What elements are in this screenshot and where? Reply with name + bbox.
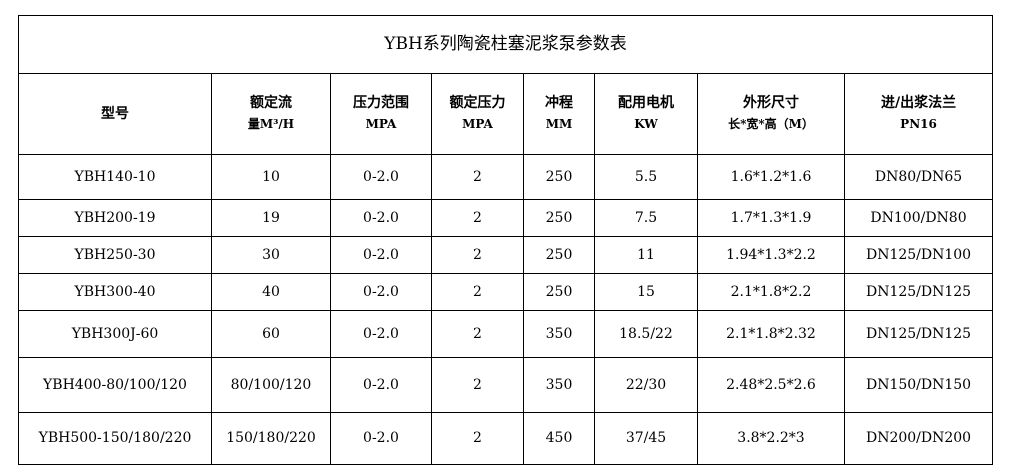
table-cell: DN125/DN125 [843, 273, 994, 311]
header-unit: MPA [462, 117, 493, 131]
table-cell: 11 [594, 236, 698, 274]
table-cell: 350 [523, 310, 595, 358]
header-label: 配用电机 [618, 95, 674, 111]
table-cell: 0-2.0 [330, 310, 432, 358]
table-cell: 3.8*2.2*3 [697, 412, 845, 465]
table-cell: 15 [594, 273, 698, 311]
table-cell: 0-2.0 [330, 357, 432, 413]
table-cell: 2.1*1.8*2.32 [697, 310, 845, 358]
table-cell: 150/180/220 [211, 412, 331, 465]
column-header: 冲程 MM [523, 73, 595, 155]
table-row: YBH300J-60 60 0-2.0 2 350 18.5/22 2.1*1.8*2.32… [18, 310, 994, 358]
table-cell: YBH300-40 [18, 273, 212, 311]
table-cell: 1.6*1.2*1.6 [697, 154, 845, 200]
header-unit: 量M³/H [247, 117, 295, 131]
table-cell: 2 [431, 273, 524, 311]
table-row: YBH400-80/100/120 80/100/120 0-2.0 2 350 22/3… [18, 357, 994, 413]
column-header: 型号 [18, 73, 212, 155]
table-cell: 2 [431, 154, 524, 200]
header-label: 额定流 [250, 95, 292, 111]
table-cell: DN80/DN65 [843, 154, 994, 200]
table-cell: 10 [211, 154, 331, 200]
table-cell: DN200/DN200 [843, 412, 994, 465]
table-row: YBH200-19 19 0-2.0 2 250 7.5 1.7*1.3*1.9 DN100/… [18, 199, 994, 237]
table-cell: 7.5 [594, 199, 698, 237]
table-row: YBH300-40 40 0-2.0 2 250 15 2.1*1.8*2.2 DN125/D… [18, 273, 994, 311]
column-header: 进/出浆法兰 PN16 [843, 73, 994, 155]
parameter-table: YBH系列陶瓷柱塞泥浆泵参数表 型号 额定流量M³/H 压力范围 MPA 额定压力 MPA… [17, 15, 994, 465]
table-cell: 0-2.0 [330, 412, 432, 465]
table-cell: 2 [431, 310, 524, 358]
header-label: 外形尺寸 [743, 95, 799, 111]
table-cell: DN100/DN80 [843, 199, 994, 237]
table-cell: 250 [523, 273, 595, 311]
header-unit: 长*宽*高（M） [728, 117, 814, 131]
table-cell: 22/30 [594, 357, 698, 413]
table-cell: YBH500-150/180/220 [18, 412, 212, 465]
header-label: 进/出浆法兰 [880, 95, 957, 111]
table-cell: 350 [523, 357, 595, 413]
header-label: 冲程 [545, 95, 573, 111]
table-row: YBH250-30 30 0-2.0 2 250 11 1.94*1.3*2.2 DN125/… [18, 236, 994, 274]
table-title: YBH系列陶瓷柱塞泥浆泵参数表 [17, 15, 994, 74]
table-cell: 0-2.0 [330, 154, 432, 200]
table-cell: YBH140-10 [18, 154, 212, 200]
table-cell: 250 [523, 236, 595, 274]
table-cell: 1.7*1.3*1.9 [697, 199, 845, 237]
table-cell: 250 [523, 199, 595, 237]
table-cell: 250 [523, 154, 595, 200]
column-header: 额定流量M³/H [211, 73, 331, 155]
column-header: 配用电机 KW [594, 73, 698, 155]
column-header: 压力范围 MPA [330, 73, 432, 155]
header-label: 型号 [101, 105, 129, 122]
table-cell: 2 [431, 199, 524, 237]
table-cell: 60 [211, 310, 331, 358]
table-row: YBH140-10 10 0-2.0 2 250 5.5 1.6*1.2*1.6 DN80/D… [18, 154, 994, 200]
table-row: YBH500-150/180/220 150/180/220 0-2.0 2 450 37… [18, 412, 994, 465]
header-unit: PN16 [900, 117, 937, 131]
header-unit: MPA [365, 117, 397, 131]
table-cell: DN125/DN125 [843, 310, 994, 358]
table-cell: YBH200-19 [18, 199, 212, 237]
header-label: 额定压力 [449, 95, 506, 111]
table-cell: YBH250-30 [18, 236, 212, 274]
table-cell: YBH300J-60 [18, 310, 212, 358]
table-cell: 2 [431, 236, 524, 274]
table-cell: 37/45 [594, 412, 698, 465]
header-label: 压力范围 [353, 95, 409, 111]
table-cell: 0-2.0 [330, 236, 432, 274]
header-row: 型号 额定流量M³/H 压力范围 MPA 额定压力 MPA 冲程 MM 配用电机 KW 外形尺寸长*… [18, 73, 994, 155]
table-cell: 0-2.0 [330, 199, 432, 237]
table-cell: 19 [211, 199, 331, 237]
table-cell: 2.48*2.5*2.6 [697, 357, 845, 413]
header-unit: KW [634, 117, 658, 131]
table-cell: 2.1*1.8*2.2 [697, 273, 845, 311]
column-header: 外形尺寸长*宽*高（M） [697, 73, 845, 155]
table-cell: 2 [431, 357, 524, 413]
table-cell: DN150/DN150 [843, 357, 994, 413]
table-cell: 1.94*1.3*2.2 [697, 236, 845, 274]
column-header: 额定压力 MPA [431, 73, 524, 155]
table-cell: 18.5/22 [594, 310, 698, 358]
table-cell: 450 [523, 412, 595, 465]
table-cell: 80/100/120 [211, 357, 331, 413]
table-cell: DN125/DN100 [843, 236, 994, 274]
table-cell: 2 [431, 412, 524, 465]
table-cell: 0-2.0 [330, 273, 432, 311]
table-cell: 30 [211, 236, 331, 274]
table-cell: 40 [211, 273, 331, 311]
header-unit: MM [545, 117, 573, 131]
table-cell: YBH400-80/100/120 [18, 357, 212, 413]
table-cell: 5.5 [594, 154, 698, 200]
